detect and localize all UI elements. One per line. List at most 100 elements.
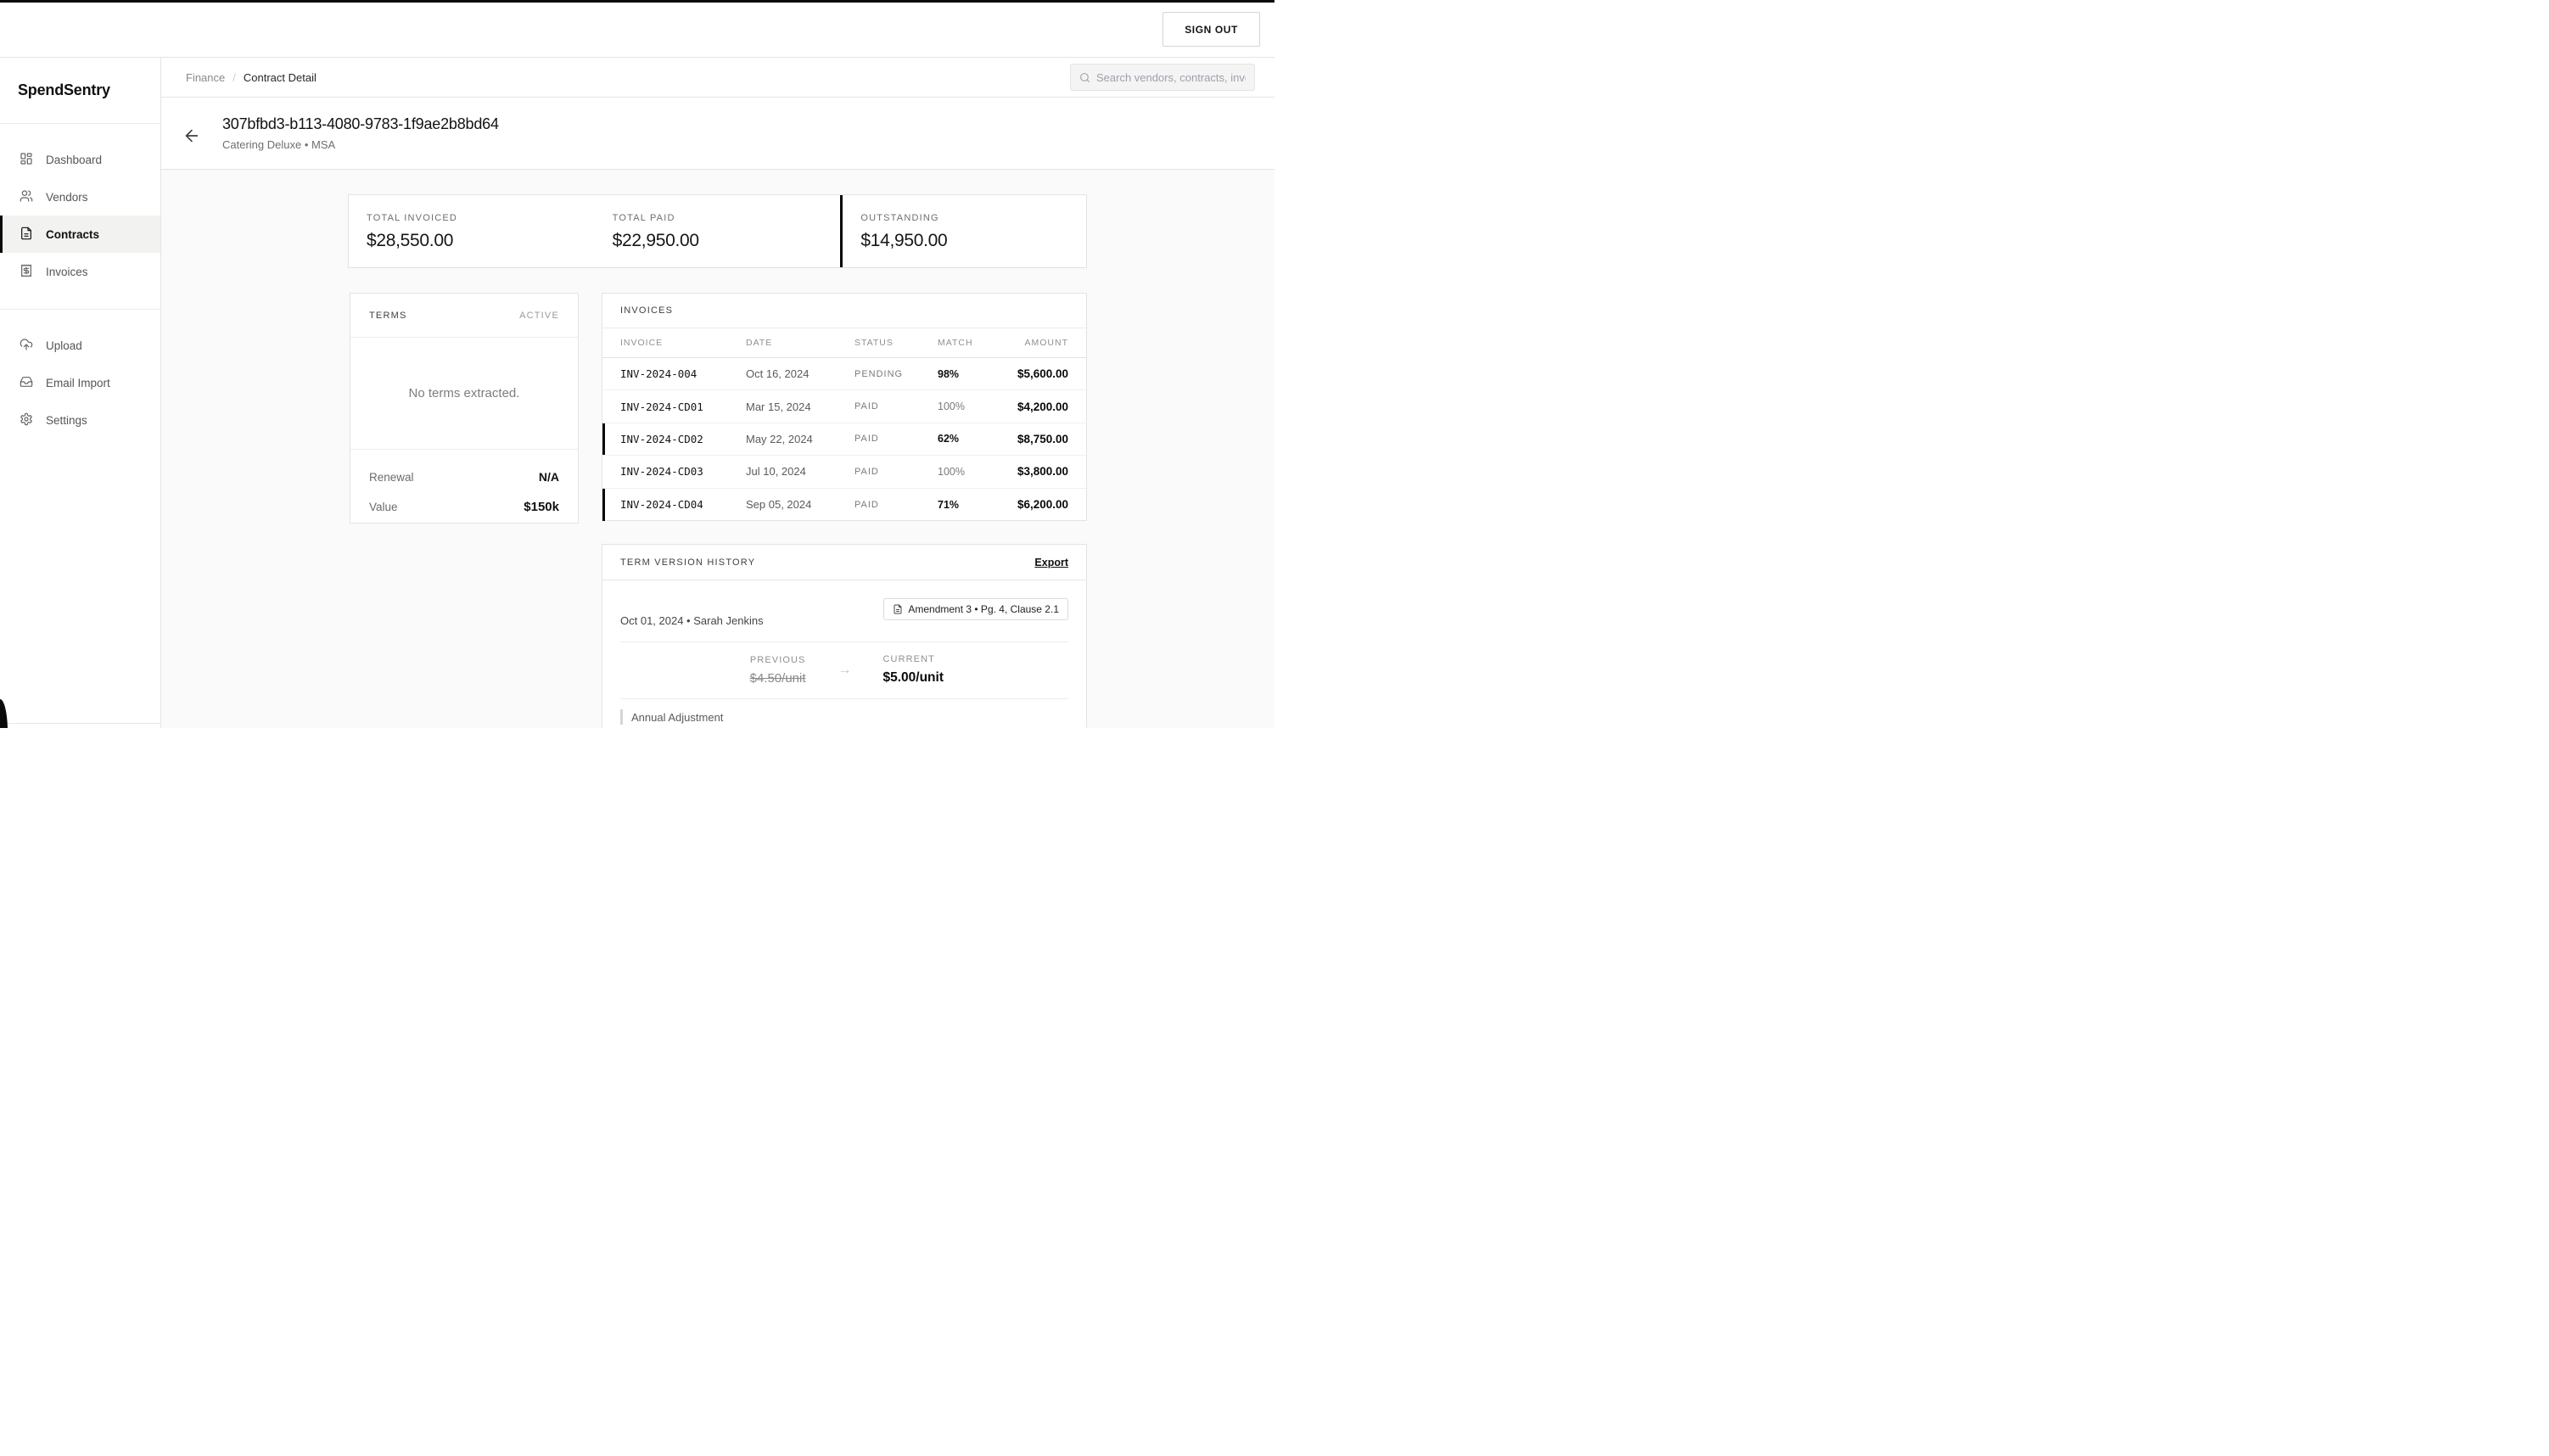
summary-card: TOTAL INVOICED $28,550.00 TOTAL PAID $22… (348, 194, 1087, 268)
sidebar-item-upload[interactable]: Upload (0, 327, 160, 364)
export-link[interactable]: Export (1034, 556, 1068, 568)
breadcrumb-parent[interactable]: Finance (186, 70, 226, 84)
users-icon (20, 189, 33, 205)
terms-title: TERMS (369, 310, 407, 321)
arrow-right-icon: → (838, 662, 852, 677)
breadcrumb-current: Contract Detail (243, 70, 317, 84)
back-button[interactable] (182, 126, 202, 147)
invoice-amount: $6,200.00 (1017, 498, 1068, 512)
breadcrumb-bar: Finance / Contract Detail (161, 58, 1274, 98)
terms-row-value: N/A (538, 470, 559, 484)
app-logo: SpendSentry (18, 81, 110, 98)
top-accent-bar (0, 0, 1274, 3)
sidebar-item-email-import[interactable]: Email Import (0, 364, 160, 401)
invoice-match: 62% (938, 433, 960, 445)
sidebar-footer-divider (0, 723, 160, 724)
invoice-date: Oct 16, 2024 (746, 367, 810, 381)
divider (620, 641, 1068, 642)
sidebar-item-label: Vendors (46, 190, 88, 204)
terms-status-badge: ACTIVE (519, 310, 559, 321)
sidebar-item-label: Dashboard (46, 153, 103, 166)
invoice-row[interactable]: INV-2024-CD04 Sep 05, 2024 PAID 71% $6,2… (602, 488, 1086, 522)
page-title: 307bfbd3-b113-4080-9783-1f9ae2b8bd64 (222, 115, 499, 132)
invoice-id: INV-2024-004 (620, 367, 697, 381)
column-header-status: STATUS (854, 338, 894, 348)
invoice-match: 100% (938, 400, 965, 413)
terms-renewal-row: Renewal N/A (369, 470, 559, 484)
invoice-id: INV-2024-CD02 (620, 432, 703, 445)
invoice-match: 71% (938, 498, 960, 511)
search-input[interactable] (1096, 70, 1246, 84)
invoice-row[interactable]: INV-2024-CD02 May 22, 2024 PAID 62% $8,7… (602, 423, 1086, 456)
invoices-card: INVOICES INVOICE DATE STATUS MATCH AMOUN… (602, 293, 1087, 522)
invoice-amount: $8,750.00 (1017, 432, 1068, 445)
corner-blob (0, 699, 8, 728)
invoice-date: Mar 15, 2024 (746, 400, 811, 413)
invoice-status: PAID (854, 434, 879, 445)
invoice-date: Jul 10, 2024 (746, 465, 806, 479)
column-header-amount: AMOUNT (1024, 338, 1068, 348)
invoice-row[interactable]: INV-2024-CD01 Mar 15, 2024 PAID 100% $4,… (602, 390, 1086, 423)
previous-label: PREVIOUS (749, 654, 806, 665)
summary-label: OUTSTANDING (860, 213, 939, 223)
terms-meta: Renewal N/A Value $150k (350, 450, 578, 514)
sidebar-item-invoices[interactable]: Invoices (0, 253, 160, 290)
sidebar-item-label: Settings (46, 413, 87, 427)
search-icon (1079, 72, 1090, 83)
invoice-amount: $3,800.00 (1017, 465, 1068, 479)
summary-value: $22,950.00 (612, 231, 699, 250)
amendment-reference-chip[interactable]: Amendment 3 • Pg. 4, Clause 2.1 (883, 598, 1068, 620)
app-window: SIGN OUT SpendSentry Dashboard Vendors (0, 0, 1274, 728)
main-content: TOTAL INVOICED $28,550.00 TOTAL PAID $22… (161, 170, 1274, 728)
terms-row-label: Value (369, 501, 398, 513)
invoice-status: PAID (854, 401, 879, 412)
terms-empty-message: No terms extracted. (350, 338, 578, 450)
gear-icon (20, 412, 33, 428)
sidebar-item-contracts[interactable]: Contracts (0, 216, 160, 253)
sign-out-button[interactable]: SIGN OUT (1162, 12, 1260, 47)
invoices-card-header: INVOICES (602, 294, 1086, 328)
amendment-reference-label: Amendment 3 • Pg. 4, Clause 2.1 (908, 603, 1059, 615)
terms-card: TERMS ACTIVE No terms extracted. Renewal… (350, 293, 579, 524)
entry-date-author: Oct 01, 2024 • Sarah Jenkins (620, 614, 764, 627)
header: SIGN OUT (0, 3, 1274, 58)
invoice-status: PAID (854, 499, 879, 510)
sidebar-item-settings[interactable]: Settings (0, 401, 160, 439)
sidebar-nav-primary: Dashboard Vendors Contracts Invoices (0, 124, 160, 309)
page-subtitle: Catering Deluxe • MSA (222, 138, 336, 151)
invoice-amount: $4,200.00 (1017, 400, 1068, 413)
terms-card-header: TERMS ACTIVE (350, 294, 578, 338)
sidebar-item-label: Email Import (46, 376, 110, 389)
terms-value-row: Value $150k (369, 500, 559, 514)
invoice-date: Sep 05, 2024 (746, 498, 812, 512)
version-history-title: TERM VERSION HISTORY (620, 557, 756, 568)
invoices-table-header: INVOICE DATE STATUS MATCH AMOUNT (602, 328, 1086, 358)
invoice-row[interactable]: INV-2024-004 Oct 16, 2024 PENDING 98% $5… (602, 358, 1086, 391)
entry-note: Annual Adjustment (620, 709, 1068, 725)
invoice-status: PENDING (854, 368, 904, 379)
inbox-icon (20, 375, 33, 391)
current-term: CURRENT $5.00/unit (883, 654, 1069, 686)
term-compare: PREVIOUS $4.50/unit → CURRENT $5.00/unit (620, 654, 1068, 686)
divider (620, 698, 1068, 699)
invoice-status: PAID (854, 466, 879, 477)
summary-total-paid: TOTAL PAID $22,950.00 (595, 195, 841, 267)
summary-value: $28,550.00 (367, 231, 454, 250)
sidebar-item-label: Contracts (46, 227, 100, 241)
summary-label: TOTAL INVOICED (367, 213, 458, 223)
invoices-title: INVOICES (620, 305, 674, 316)
sidebar-item-vendors[interactable]: Vendors (0, 178, 160, 216)
invoice-row[interactable]: INV-2024-CD03 Jul 10, 2024 PAID 100% $3,… (602, 456, 1086, 489)
sidebar-item-label: Upload (46, 339, 82, 352)
cloud-upload-icon (20, 338, 33, 354)
dashboard-grid-icon (20, 152, 33, 168)
previous-value: $4.50/unit (749, 670, 806, 686)
summary-total-invoiced: TOTAL INVOICED $28,550.00 (349, 195, 595, 267)
invoice-match: 100% (938, 465, 965, 478)
sidebar-divider (0, 309, 160, 310)
terms-row-label: Renewal (369, 471, 414, 484)
column-header-match: MATCH (938, 338, 973, 348)
invoice-id: INV-2024-CD01 (620, 400, 703, 413)
version-history-entry: Amendment 3 • Pg. 4, Clause 2.1 Oct 01, … (602, 580, 1086, 725)
sidebar-item-dashboard[interactable]: Dashboard (0, 141, 160, 178)
